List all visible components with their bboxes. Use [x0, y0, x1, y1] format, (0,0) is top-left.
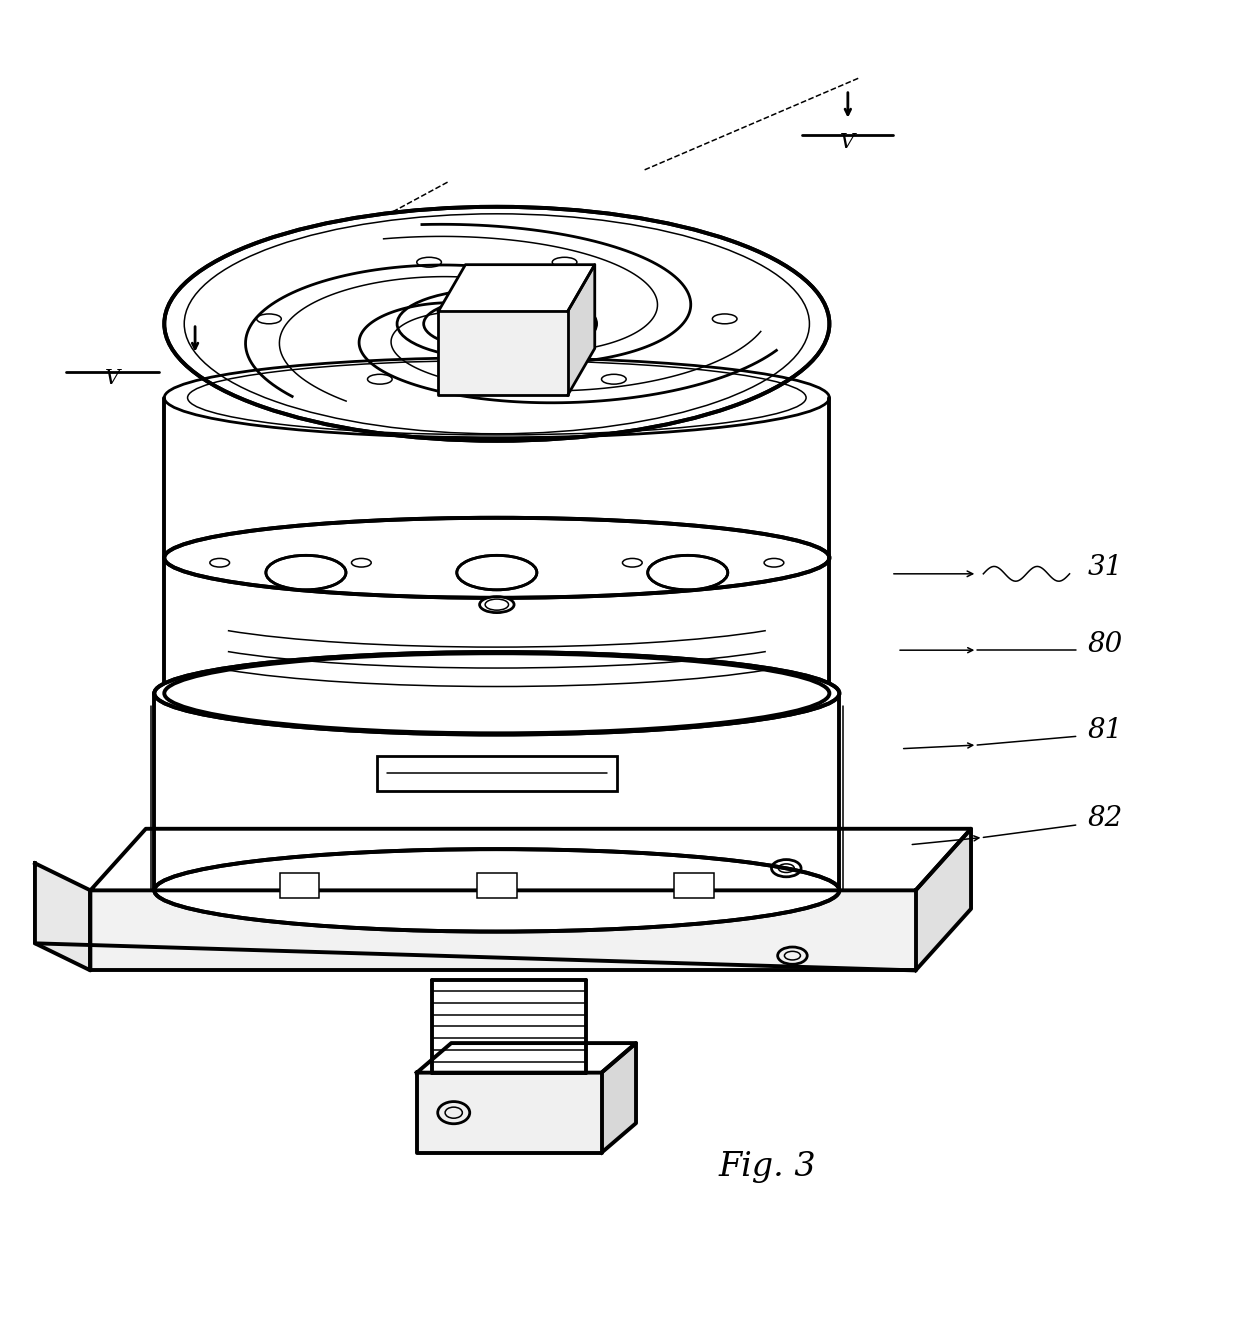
Ellipse shape — [265, 555, 346, 590]
Bar — [377, 757, 618, 791]
Ellipse shape — [480, 596, 515, 612]
Text: 80: 80 — [1087, 631, 1123, 657]
Polygon shape — [915, 828, 971, 970]
Text: V: V — [105, 370, 120, 388]
Polygon shape — [91, 890, 915, 970]
Polygon shape — [438, 311, 568, 395]
Bar — [477, 873, 517, 898]
Polygon shape — [438, 265, 595, 311]
Ellipse shape — [647, 555, 728, 590]
Text: V: V — [841, 132, 856, 152]
Polygon shape — [91, 828, 971, 890]
Ellipse shape — [164, 653, 830, 733]
Polygon shape — [417, 1043, 636, 1073]
Text: 82: 82 — [1087, 806, 1123, 832]
Ellipse shape — [154, 652, 839, 734]
Ellipse shape — [164, 518, 830, 598]
Ellipse shape — [154, 849, 839, 931]
Ellipse shape — [164, 207, 830, 441]
Text: Fig. 3: Fig. 3 — [719, 1151, 817, 1183]
Polygon shape — [35, 864, 91, 970]
Polygon shape — [417, 1073, 601, 1153]
Text: 31: 31 — [1087, 554, 1123, 582]
Polygon shape — [568, 265, 595, 395]
Bar — [280, 873, 320, 898]
Text: 81: 81 — [1087, 717, 1123, 743]
Ellipse shape — [456, 555, 537, 590]
Bar — [675, 873, 713, 898]
Polygon shape — [601, 1043, 636, 1153]
